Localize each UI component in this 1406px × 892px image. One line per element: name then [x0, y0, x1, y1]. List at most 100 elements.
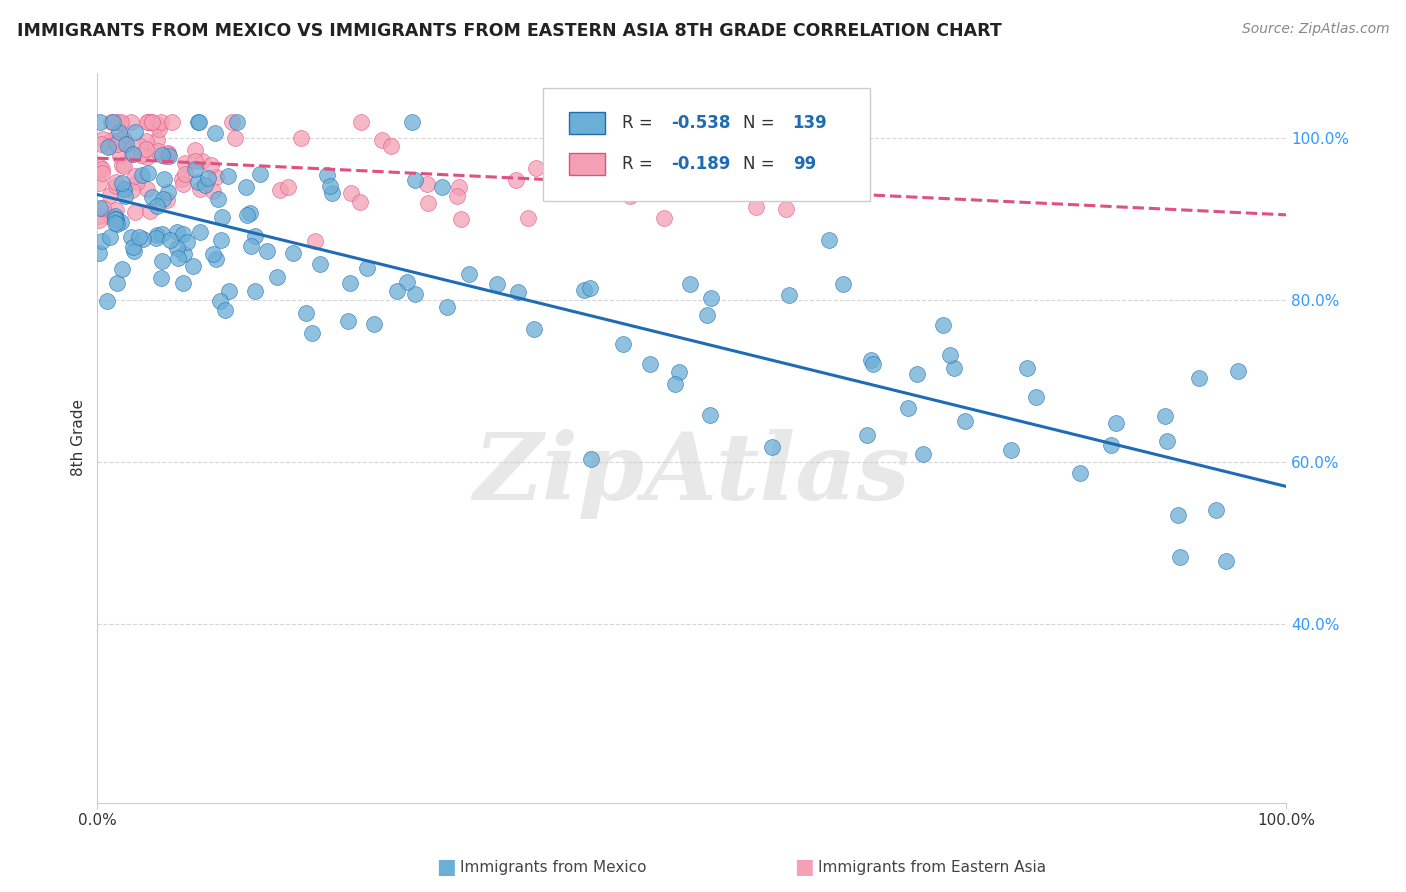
- Point: [108, 124, 131, 138]
- Point: [301, 326, 323, 340]
- Point: [89, 202, 111, 216]
- Point: [152, 148, 174, 162]
- Point: [159, 149, 181, 163]
- Point: [107, 137, 129, 152]
- Point: [91, 234, 114, 248]
- Point: [200, 158, 222, 172]
- Point: [124, 125, 146, 139]
- Point: [125, 175, 148, 189]
- Point: [184, 162, 207, 177]
- Point: [654, 211, 676, 225]
- Point: [1000, 443, 1022, 458]
- Point: [336, 314, 359, 328]
- Text: Source: ZipAtlas.com: Source: ZipAtlas.com: [1241, 22, 1389, 37]
- Point: [112, 182, 135, 196]
- Point: [87, 213, 110, 227]
- Point: [309, 257, 332, 271]
- Point: [205, 252, 228, 266]
- Point: [356, 260, 378, 275]
- Point: [98, 188, 121, 202]
- Point: [89, 114, 111, 128]
- Point: [897, 401, 920, 416]
- Point: [911, 447, 934, 461]
- Point: [387, 285, 409, 299]
- Point: [150, 253, 173, 268]
- Point: [668, 365, 690, 379]
- Point: [89, 161, 111, 175]
- Point: [269, 183, 291, 197]
- Point: [121, 183, 143, 197]
- Point: [236, 208, 259, 222]
- Point: [187, 114, 209, 128]
- Point: [157, 185, 180, 199]
- Point: [194, 178, 217, 192]
- Text: 139: 139: [793, 113, 828, 132]
- Point: [395, 275, 418, 289]
- Point: [1215, 554, 1237, 568]
- Point: [207, 192, 229, 206]
- Point: [404, 286, 426, 301]
- Point: [108, 149, 131, 163]
- Point: [1025, 390, 1047, 404]
- Point: [120, 229, 142, 244]
- Point: [136, 114, 159, 128]
- Text: N =: N =: [742, 155, 780, 173]
- Point: [135, 134, 157, 148]
- Point: [225, 114, 247, 128]
- Point: [621, 187, 644, 202]
- Point: [340, 186, 363, 201]
- Point: [90, 162, 112, 177]
- Point: [105, 114, 128, 128]
- Point: [156, 146, 179, 161]
- Point: [905, 367, 928, 381]
- Point: [1153, 409, 1175, 423]
- Point: [218, 284, 240, 298]
- Point: [100, 211, 122, 225]
- Point: [135, 150, 157, 164]
- Point: [321, 186, 343, 201]
- Point: [104, 212, 127, 227]
- Point: [761, 440, 783, 454]
- Point: [856, 428, 879, 442]
- Point: [295, 306, 318, 320]
- Point: [817, 233, 839, 247]
- Point: [699, 292, 721, 306]
- Point: [572, 283, 595, 297]
- Point: [131, 169, 153, 183]
- Point: [579, 281, 602, 295]
- Point: [447, 179, 470, 194]
- Point: [1156, 434, 1178, 448]
- Point: [524, 161, 547, 175]
- Point: [187, 175, 209, 189]
- Text: IMMIGRANTS FROM MEXICO VS IMMIGRANTS FROM EASTERN ASIA 8TH GRADE CORRELATION CHA: IMMIGRANTS FROM MEXICO VS IMMIGRANTS FRO…: [17, 22, 1001, 40]
- Point: [450, 211, 472, 226]
- Point: [778, 288, 800, 302]
- Point: [579, 451, 602, 466]
- Text: R =: R =: [621, 155, 658, 173]
- Point: [243, 229, 266, 244]
- Text: ■: ■: [794, 857, 814, 877]
- Point: [350, 114, 373, 128]
- Point: [111, 136, 134, 150]
- Point: [132, 232, 155, 246]
- Point: [136, 114, 159, 128]
- Point: [105, 217, 128, 231]
- Point: [745, 201, 768, 215]
- Point: [485, 277, 508, 291]
- Point: [114, 189, 136, 203]
- Point: [105, 136, 128, 151]
- Point: [208, 294, 231, 309]
- Point: [643, 174, 665, 188]
- Bar: [569, 153, 605, 175]
- Point: [112, 132, 135, 146]
- Point: [112, 160, 135, 174]
- Point: [190, 154, 212, 169]
- Point: [211, 210, 233, 224]
- Point: [249, 167, 271, 181]
- Point: [363, 317, 385, 331]
- Point: [380, 139, 402, 153]
- Point: [862, 358, 884, 372]
- Point: [146, 133, 169, 147]
- Point: [105, 211, 128, 226]
- Point: [91, 201, 114, 215]
